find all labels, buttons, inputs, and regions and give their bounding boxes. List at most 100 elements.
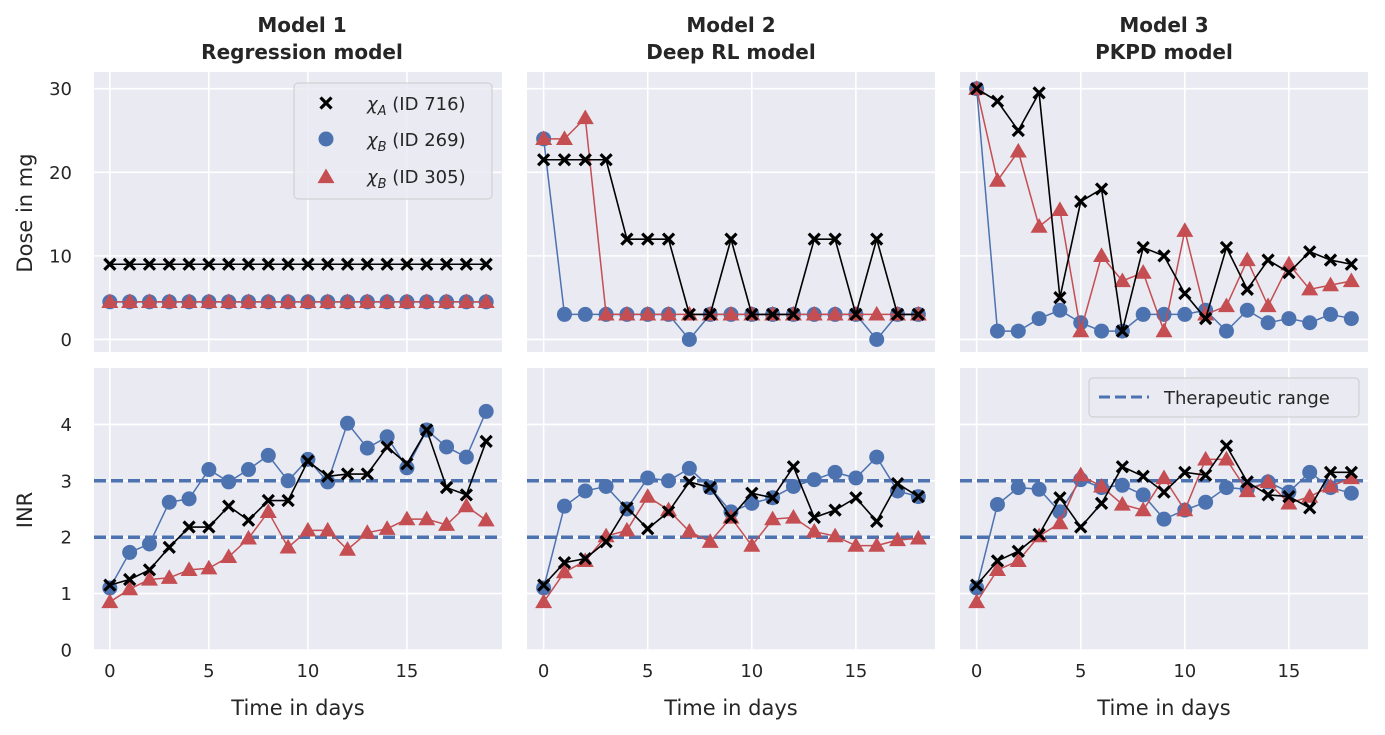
data-point-series-b2 xyxy=(618,521,636,537)
data-point-series-b2 xyxy=(1072,322,1090,338)
data-point-series-b1 xyxy=(785,478,801,494)
y-tick-label: 0 xyxy=(61,641,72,662)
data-point-series-a xyxy=(1032,527,1046,542)
data-point-series-b1 xyxy=(1239,302,1255,318)
data-point-series-a xyxy=(1074,520,1088,534)
data-point-series-b1 xyxy=(1031,481,1047,497)
data-point-series-b2 xyxy=(555,130,573,145)
data-point-series-b2 xyxy=(660,305,678,321)
data-point-series-a xyxy=(1303,245,1317,259)
data-point-series-b2 xyxy=(868,305,886,321)
legend-therapeutic-label: Therapeutic range xyxy=(1163,388,1330,409)
data-point-series-b2 xyxy=(378,520,396,535)
data-point-series-b1 xyxy=(359,440,375,456)
data-point-series-a xyxy=(703,480,717,495)
data-point-series-b1 xyxy=(1198,494,1214,510)
data-point-series-a xyxy=(1136,469,1150,483)
data-point-series-b1 xyxy=(379,429,395,445)
data-point-series-b2 xyxy=(1051,514,1069,530)
panel-model3-dose xyxy=(960,72,1368,352)
data-point-series-b2 xyxy=(1155,322,1173,338)
data-point-series-b2 xyxy=(438,516,456,531)
legend-label-series-b2: χB (ID 305) xyxy=(366,167,466,192)
data-point-series-b2 xyxy=(239,529,257,545)
legend-marker-triangle-shape xyxy=(317,168,335,184)
legend-marker-circle xyxy=(318,131,334,147)
data-point-series-a xyxy=(990,554,1005,568)
legend-label-series-b2-symbol: χ xyxy=(366,167,379,188)
legend-marker-x xyxy=(319,96,333,110)
data-point-series-a xyxy=(241,513,256,527)
data-point-series-a xyxy=(807,232,821,246)
data-point-series-b2 xyxy=(1342,469,1360,485)
data-point-series-b2 xyxy=(1093,477,1111,493)
legend-label-series-a-symbol: χ xyxy=(366,94,379,115)
data-point-series-b1 xyxy=(1260,315,1276,331)
panel-model1-inr: 0 1 2 3 4 0 5 10 15 xyxy=(61,368,502,682)
data-point-series-a xyxy=(1094,496,1109,510)
data-point-series-a xyxy=(420,423,434,437)
legend-label-series-b2-suffix: (ID 305) xyxy=(387,167,466,188)
x-tick-label: 5 xyxy=(1075,661,1086,682)
data-point-series-b2 xyxy=(200,293,218,308)
data-point-series-a xyxy=(103,257,117,271)
data-point-series-b1 xyxy=(661,473,677,489)
data-point-series-b2 xyxy=(1280,494,1298,510)
data-point-series-b1 xyxy=(989,496,1005,512)
data-point-series-b1 xyxy=(260,447,276,463)
data-point-series-b1 xyxy=(536,580,552,596)
data-point-series-b2 xyxy=(968,593,986,609)
data-point-series-a xyxy=(222,257,236,271)
data-point-series-a xyxy=(1074,194,1088,209)
data-point-series-b1 xyxy=(806,472,822,488)
data-point-series-b1 xyxy=(681,460,697,476)
series-series-a xyxy=(537,153,925,322)
data-point-series-a xyxy=(807,510,821,525)
series-series-b2 xyxy=(101,497,495,609)
legend-label-series-b1-symbol: χ xyxy=(366,130,379,151)
data-point-series-b2 xyxy=(988,561,1006,577)
data-point-series-a xyxy=(703,307,717,322)
data-point-series-b2 xyxy=(889,531,907,547)
x-tick-label: 15 xyxy=(1277,661,1300,682)
x-tick-label: 0 xyxy=(538,661,549,682)
data-point-series-a xyxy=(724,510,738,525)
data-point-series-a xyxy=(1157,485,1171,499)
data-point-series-b2 xyxy=(784,508,802,524)
data-point-series-b2 xyxy=(358,524,376,539)
data-point-series-a xyxy=(849,307,863,322)
data-point-series-b1 xyxy=(681,331,697,347)
data-point-series-b2 xyxy=(826,527,844,543)
panel-title-model3-line2: PKPD model xyxy=(1095,40,1233,64)
data-point-series-a xyxy=(261,493,275,508)
data-point-series-a xyxy=(1282,265,1296,280)
data-point-series-b2 xyxy=(1259,297,1277,313)
data-point-series-a xyxy=(123,572,137,587)
data-point-series-b1 xyxy=(1323,306,1339,322)
data-point-series-a xyxy=(1261,488,1275,502)
data-point-series-b2 xyxy=(1322,276,1340,292)
data-point-series-a xyxy=(479,257,493,271)
data-point-series-a xyxy=(321,469,335,483)
data-point-series-b1 xyxy=(458,449,474,465)
x-tick-label: 15 xyxy=(395,661,418,682)
data-point-series-b2 xyxy=(764,510,782,526)
data-point-series-a xyxy=(380,440,394,454)
data-point-series-a xyxy=(990,94,1005,108)
data-point-series-a xyxy=(599,535,613,549)
data-point-series-b1 xyxy=(1302,464,1318,480)
data-point-series-b2 xyxy=(1009,552,1027,568)
data-point-series-a xyxy=(1344,257,1358,271)
data-point-series-b1 xyxy=(556,306,572,322)
data-point-series-b2 xyxy=(1197,450,1215,466)
data-point-series-a xyxy=(1240,475,1254,489)
data-point-series-a xyxy=(301,257,315,271)
data-point-series-b2 xyxy=(220,293,238,308)
data-point-series-b2 xyxy=(121,293,139,308)
panel-background xyxy=(960,72,1368,352)
data-point-series-a xyxy=(890,476,905,491)
data-point-series-a xyxy=(1198,468,1213,482)
data-point-series-b2 xyxy=(438,293,456,308)
data-point-series-a xyxy=(1303,501,1317,515)
